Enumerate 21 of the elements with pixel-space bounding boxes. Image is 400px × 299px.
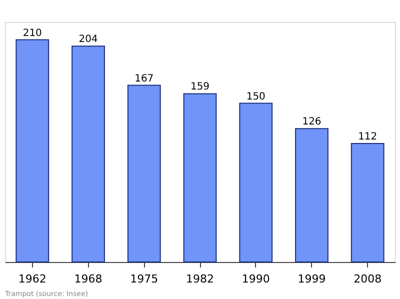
x-tick-label: 1990	[242, 272, 270, 286]
bar	[295, 128, 328, 262]
x-tick-label: 1962	[18, 272, 46, 286]
data-label: 159	[190, 82, 210, 93]
x-tick-label: 1999	[298, 272, 326, 286]
x-tick-label: 2008	[354, 272, 382, 286]
data-label: 126	[302, 116, 322, 128]
bar	[16, 39, 50, 262]
data-label: 210	[22, 28, 42, 39]
data-label: 204	[78, 34, 98, 46]
bar	[350, 142, 384, 262]
data-label: 167	[134, 73, 154, 84]
data-label: 150	[246, 91, 266, 102]
bar	[239, 102, 273, 262]
x-tick-label: 1975	[130, 272, 158, 286]
bar	[183, 93, 217, 262]
x-tick-label: 1982	[186, 272, 214, 286]
x-tick-label: 1968	[74, 272, 102, 286]
data-label: 112	[358, 131, 378, 142]
bar	[127, 84, 161, 262]
bar	[72, 46, 105, 262]
